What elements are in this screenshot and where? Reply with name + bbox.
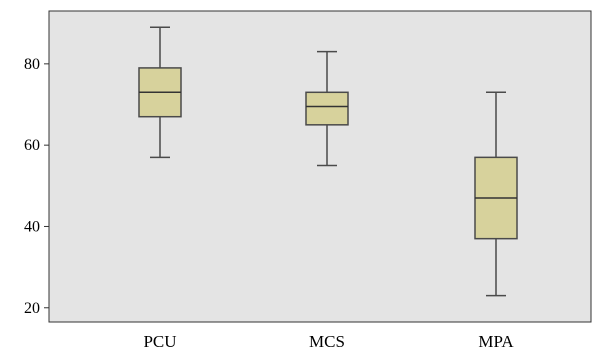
- y-tick-label-40: 40: [24, 218, 40, 235]
- y-tick-label-20: 20: [24, 300, 40, 317]
- x-label-mpa: MPA: [478, 332, 514, 351]
- box-pcu: [138, 26, 182, 159]
- y-axis: 20 40 60 80: [24, 56, 49, 317]
- box-mcs: [305, 50, 349, 167]
- x-label-mcs: MCS: [309, 332, 345, 351]
- y-tick-label-60: 60: [24, 137, 40, 154]
- boxes: [138, 26, 518, 297]
- x-axis-labels: PCU MCS MPA: [143, 332, 514, 351]
- box-mpa: [474, 91, 518, 297]
- y-tick-label-80: 80: [24, 56, 40, 73]
- x-label-pcu: PCU: [143, 332, 176, 351]
- iqr-box-mcs: [305, 91, 349, 126]
